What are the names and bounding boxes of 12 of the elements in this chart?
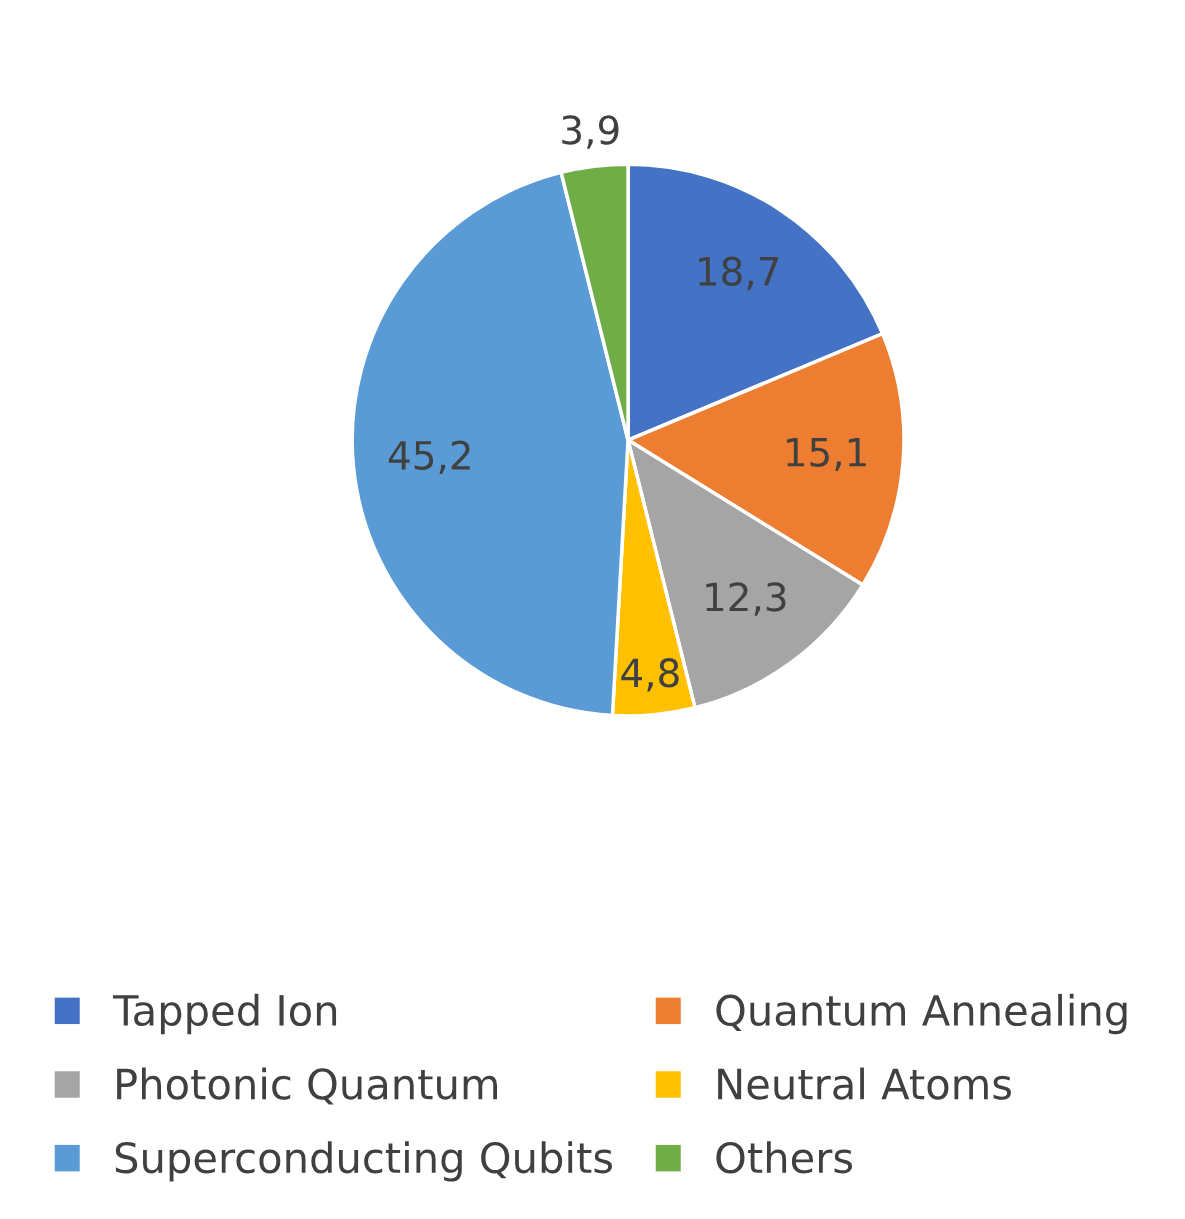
legend-label: Photonic Quantum [117,1067,497,1105]
legend-label: Tapped Ion [112,993,337,1035]
data-label: 4,8 [621,658,679,692]
data-label: 12,3 [706,582,786,616]
data-label: 3,9 [562,115,619,149]
legend-label: Superconducting Qubits [115,1141,613,1182]
data-label: 45,2 [388,440,470,474]
data-label: 18,7 [699,256,779,290]
legend-label: Quantum Annealing [716,993,1127,1035]
data-label: 15,1 [787,438,866,471]
legend-label: Neutral Atoms [718,1067,1011,1100]
legend-label: Others [716,1141,853,1174]
